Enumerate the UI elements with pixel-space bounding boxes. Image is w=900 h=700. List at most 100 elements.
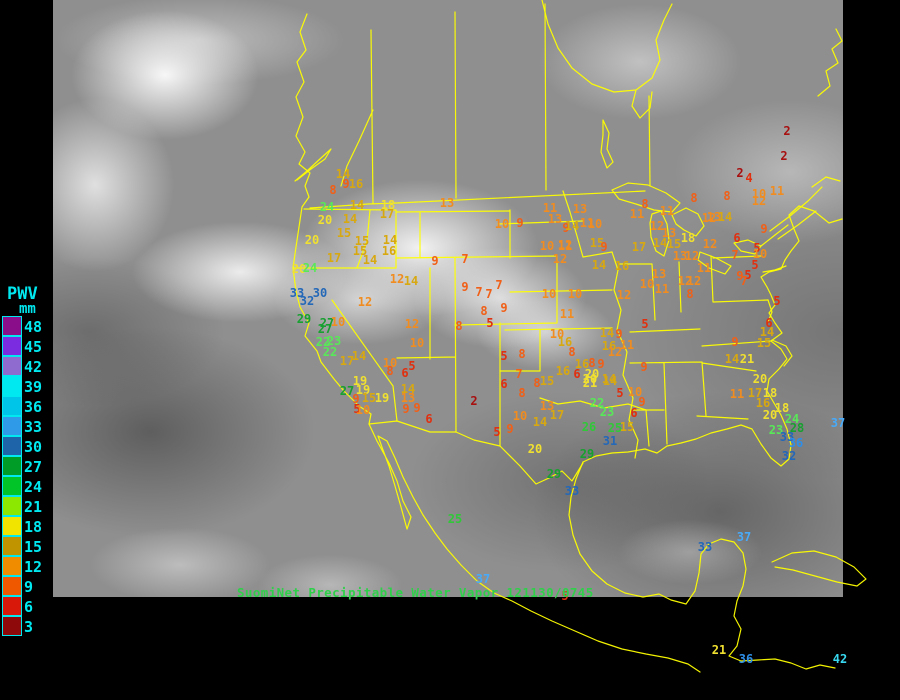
station-value: 9 [506, 422, 514, 436]
station-value: 5 [751, 258, 759, 272]
station-value: 9 [640, 360, 648, 374]
legend-row: 18 [2, 516, 54, 537]
legend-row: 39 [2, 376, 54, 397]
station-value: 19 [352, 374, 368, 388]
legend-row: 21 [2, 496, 54, 517]
station-value: 5 [561, 589, 569, 603]
station-value: 6 [733, 231, 741, 245]
station-value: 15 [619, 420, 635, 434]
station-value: 5 [353, 402, 361, 416]
station-value: 21 [739, 352, 755, 366]
legend-title: PWV [7, 284, 38, 304]
station-value: 17 [326, 251, 342, 265]
station-value: 12 [684, 249, 700, 263]
legend-value-label: 24 [24, 478, 43, 496]
station-value: 16 [574, 357, 590, 371]
station-value: 8 [455, 319, 463, 333]
station-value: 18 [762, 386, 778, 400]
coast-detail-east [762, 265, 793, 367]
station-value: 2 [783, 124, 791, 138]
station-value: 7 [485, 287, 493, 301]
station-value: 14 [403, 274, 419, 288]
station-value: 20 [304, 233, 320, 247]
station-value: 5 [486, 316, 494, 330]
station-value: 19 [374, 391, 390, 405]
station-value: 27 [319, 316, 335, 330]
station-value: 10 [512, 409, 528, 423]
legend-swatch [2, 356, 22, 376]
station-value: 10 [752, 247, 768, 261]
station-value: 9 [638, 395, 646, 409]
legend-value-label: 45 [24, 338, 43, 356]
station-value: 10 [567, 287, 583, 301]
legend-value-label: 30 [24, 438, 43, 456]
station-value: 14 [724, 352, 740, 366]
station-value: 9 [760, 222, 768, 236]
station-value: 5 [408, 359, 416, 373]
station-value: 17 [379, 207, 395, 221]
station-value: 12 [701, 211, 717, 225]
station-value: 28 [789, 421, 805, 435]
station-value: 8 [329, 183, 337, 197]
coastline-cuba [771, 550, 867, 587]
legend-row: 12 [2, 556, 54, 577]
legend-swatch [2, 316, 22, 336]
station-value: 18 [774, 401, 790, 415]
legend-value-label: 36 [24, 398, 43, 416]
station-value: 15 [354, 234, 370, 248]
station-value: 10 [494, 217, 510, 231]
legend-swatch [2, 436, 22, 456]
station-value: 16 [348, 177, 364, 191]
station-value: 9 [431, 254, 439, 268]
station-value: 36 [788, 436, 804, 450]
station-value: 5 [616, 386, 624, 400]
station-value: 13 [661, 226, 677, 240]
state-borders-east [618, 255, 772, 445]
legend-row: 45 [2, 336, 54, 357]
station-value: 6 [500, 377, 508, 391]
station-value: 16 [555, 364, 571, 378]
legend-row: 36 [2, 396, 54, 417]
station-value: 9 [615, 327, 623, 341]
station-value: 11 [659, 204, 675, 218]
station-value: 23 [599, 405, 615, 419]
station-value: 32 [781, 449, 797, 463]
legend-value-label: 21 [24, 498, 43, 516]
station-value: 8 [723, 189, 731, 203]
legend-row: 9 [2, 576, 54, 597]
legend-value-label: 39 [24, 378, 43, 396]
legend-row: 48 [2, 316, 54, 337]
station-value: 13 [547, 212, 563, 226]
station-value: 14 [759, 325, 775, 339]
station-value: 10 [541, 287, 557, 301]
station-value: 29 [296, 312, 312, 326]
station-value: 8 [518, 386, 526, 400]
station-value: 9 [597, 357, 605, 371]
station-value: 13 [439, 196, 455, 210]
station-value: 5 [641, 317, 649, 331]
station-value: 13 [672, 249, 688, 263]
station-value: 14 [335, 167, 351, 181]
station-value: 8 [518, 347, 526, 361]
station-value: 6 [630, 406, 638, 420]
station-value: 8 [480, 304, 488, 318]
station-value: 9 [600, 240, 608, 254]
legend-scale: 48 45 42 39 36 33 30 27 24 21 18 15 12 9 6 3 [2, 316, 54, 637]
station-value: 8 [568, 345, 576, 359]
coastline-gulf-mexico [568, 461, 836, 670]
station-value: 8 [533, 376, 541, 390]
station-value: 12 [557, 238, 573, 252]
station-value: 11 [696, 261, 712, 275]
station-value: 9 [461, 280, 469, 294]
station-value: 4 [745, 171, 753, 185]
station-value: 12 [677, 274, 693, 288]
station-value: 10 [330, 315, 346, 329]
station-value: 37 [830, 416, 846, 430]
station-value: 12 [686, 274, 702, 288]
mississippi-river [611, 251, 639, 459]
station-value: 17 [339, 354, 355, 368]
station-value: 2 [736, 166, 744, 180]
station-value: 15 [589, 236, 605, 250]
